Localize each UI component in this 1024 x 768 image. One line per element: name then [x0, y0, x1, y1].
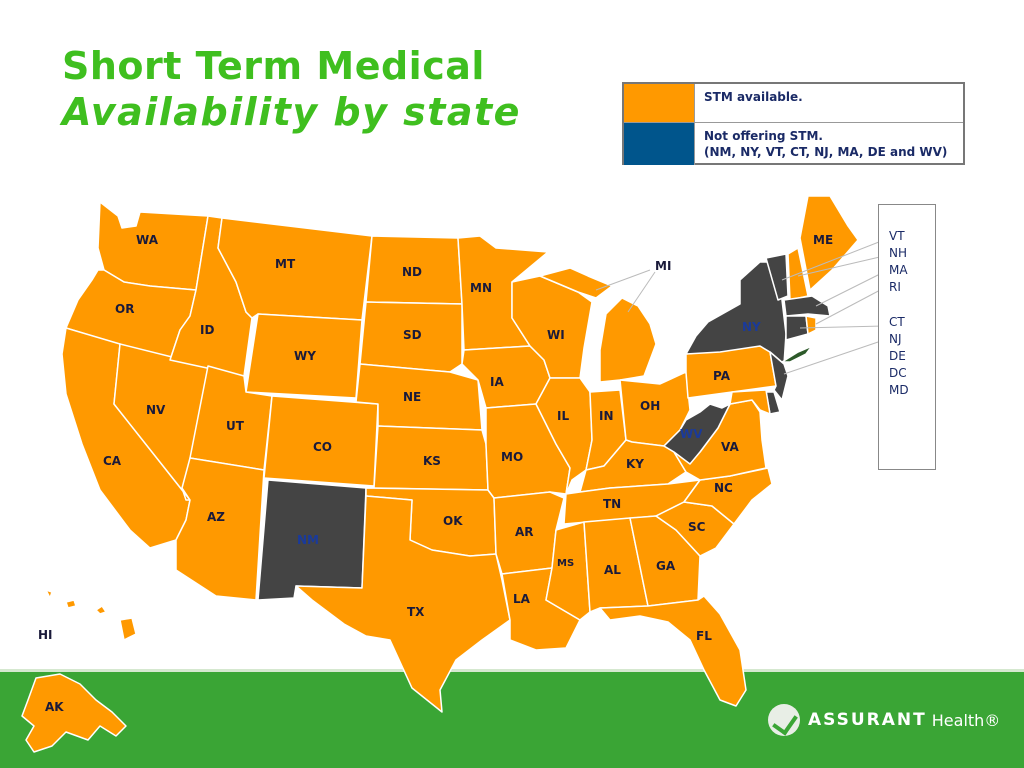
assurant-health-logo: ASSURANT Health®: [768, 704, 1000, 736]
slide-title: Short Term Medical Availability by state: [62, 44, 521, 135]
label-TN: TN: [603, 497, 621, 511]
legend-not-offering-text: Not offering STM. (NM, NY, VT, CT, NJ, M…: [704, 128, 947, 160]
ne-label-DC: DC: [889, 366, 907, 380]
label-PA: PA: [713, 369, 731, 383]
ne-label-RI: RI: [889, 280, 901, 294]
label-NE: NE: [403, 390, 421, 404]
label-AZ: AZ: [207, 510, 225, 524]
state-long-island: [781, 345, 813, 363]
label-AR: AR: [515, 525, 534, 539]
label-CA: CA: [103, 454, 122, 468]
label-OK: OK: [443, 514, 463, 528]
label-HI: HI: [38, 628, 53, 642]
ne-label-NH: NH: [889, 246, 907, 260]
label-LA: LA: [513, 592, 531, 606]
label-ME: ME: [813, 233, 833, 247]
state-NY[interactable]: [685, 261, 787, 365]
label-AL: AL: [604, 563, 621, 577]
legend-swatch-available: [624, 84, 695, 122]
label-NM: NM: [297, 533, 319, 547]
state-VT[interactable]: [765, 253, 789, 301]
label-WY: WY: [294, 349, 316, 363]
state-SD[interactable]: [359, 301, 463, 373]
state-FL[interactable]: [599, 595, 747, 707]
state-IL[interactable]: [535, 377, 593, 495]
label-IA: IA: [490, 375, 504, 389]
label-GA: GA: [656, 559, 676, 573]
state-ME[interactable]: [799, 195, 859, 291]
label-IL: IL: [557, 409, 569, 423]
legend-not-offering-list: (NM, NY, VT, CT, NJ, MA, DE and WV): [704, 145, 948, 159]
label-AK: AK: [45, 700, 64, 714]
label-SC: SC: [688, 520, 706, 534]
state-MD[interactable]: [729, 389, 771, 415]
label-ND: ND: [402, 265, 422, 279]
label-FL: FL: [696, 629, 712, 643]
state-MI[interactable]: [599, 297, 657, 383]
label-TX: TX: [407, 605, 425, 619]
state-MI-upper[interactable]: [539, 267, 613, 299]
leader-lines: [595, 239, 885, 375]
brand-name: ASSURANT: [808, 710, 927, 730]
label-NC: NC: [714, 481, 733, 495]
legend-available-text: STM available.: [704, 90, 803, 104]
state-NJ[interactable]: [769, 351, 789, 401]
state-TX[interactable]: [295, 495, 511, 713]
legend: STM available. Not offering STM. (NM, NY…: [622, 82, 965, 165]
label-NY: NY: [742, 320, 761, 334]
label-WA: WA: [136, 233, 159, 247]
title-line-2: Availability by state: [62, 89, 521, 134]
label-ID: ID: [200, 323, 214, 337]
label-OH: OH: [640, 399, 660, 413]
label-NV: NV: [146, 403, 166, 417]
label-VA: VA: [721, 440, 739, 454]
label-MS: MS: [557, 558, 574, 569]
label-WI: WI: [547, 328, 565, 342]
label-WV: WV: [680, 427, 703, 441]
state-HI[interactable]: [45, 589, 137, 641]
legend-row-not-offering: Not offering STM. (NM, NY, VT, CT, NJ, M…: [624, 123, 963, 165]
label-CO: CO: [313, 440, 332, 454]
label-MN: MN: [470, 281, 492, 295]
ne-label-MD: MD: [889, 383, 909, 397]
legend-row-available: STM available.: [624, 84, 963, 123]
ne-label-CT: CT: [889, 315, 905, 329]
label-MI: MI: [655, 259, 671, 273]
state-AZ[interactable]: [175, 457, 265, 601]
ne-label-MA: MA: [889, 263, 908, 277]
state-MT[interactable]: [217, 217, 373, 321]
label-UT: UT: [226, 419, 245, 433]
footer-band: [0, 669, 1024, 768]
label-KS: KS: [423, 454, 441, 468]
brand-suffix: Health®: [931, 710, 1001, 730]
label-KY: KY: [626, 457, 644, 471]
label-IN: IN: [599, 409, 614, 423]
northeast-callout-box: [878, 204, 936, 470]
ne-label-VT: VT: [889, 229, 905, 243]
label-MO: MO: [501, 450, 523, 464]
title-line-1: Short Term Medical: [62, 44, 485, 88]
checkmark-logo-icon: [768, 704, 800, 736]
state-WV[interactable]: [663, 403, 731, 465]
ne-label-DE: DE: [889, 349, 906, 363]
state-AK[interactable]: [21, 673, 127, 753]
ne-label-NJ: NJ: [889, 332, 902, 346]
label-SD: SD: [403, 328, 422, 342]
legend-not-offering-label: Not offering STM.: [704, 129, 823, 143]
label-MT: MT: [275, 257, 296, 271]
label-OR: OR: [115, 302, 134, 316]
legend-swatch-not-offering: [624, 123, 695, 165]
